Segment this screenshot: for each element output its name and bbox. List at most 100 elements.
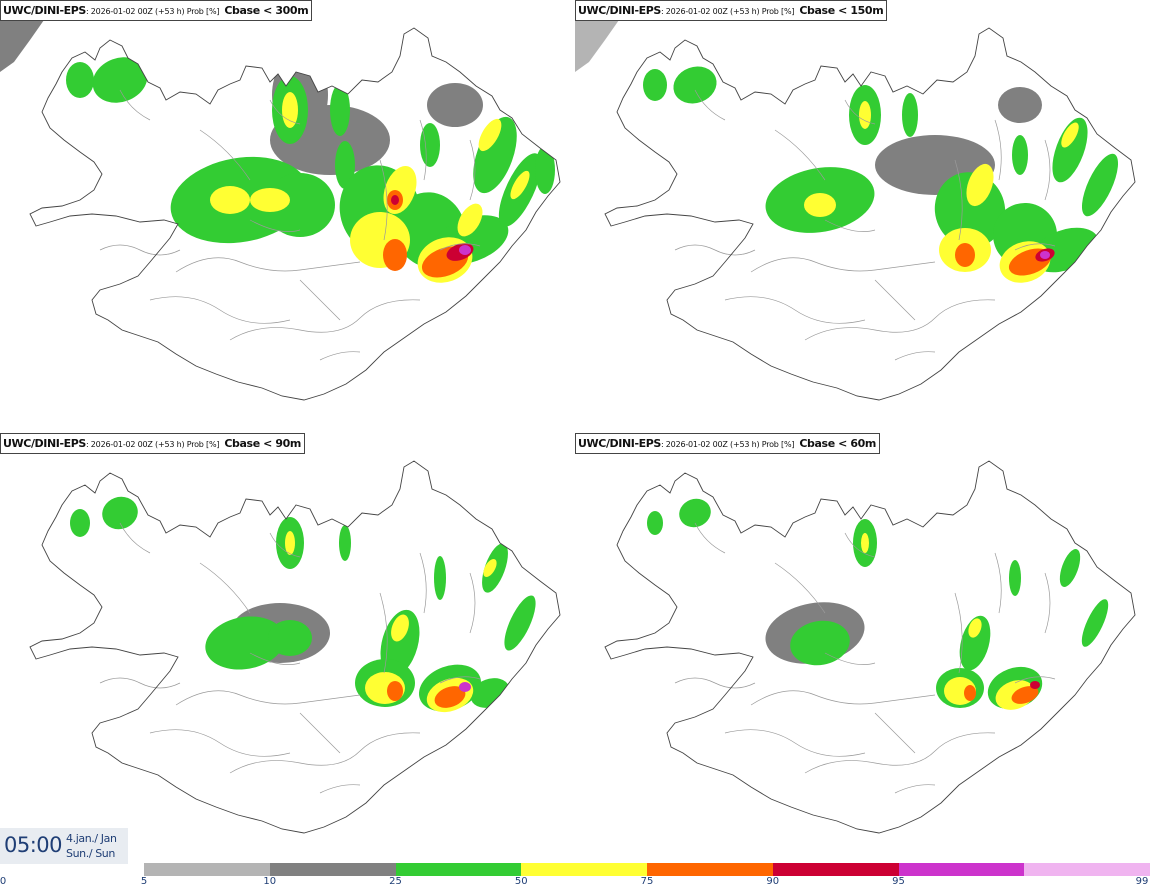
- boundary-line: [874, 712, 916, 754]
- probability-contour-green: [504, 595, 536, 651]
- boundary-line: [299, 279, 341, 321]
- model-name: UWC/DINI-EPS: [3, 437, 86, 450]
- probability-contour-yellow: [510, 170, 530, 200]
- probability-contour-yellow: [483, 558, 497, 578]
- map-panel-cbase-300m: UWC/DINI-EPS: 2026-01-02 00Z (+53 h) Pro…: [0, 0, 575, 430]
- probability-contour-green: [959, 615, 991, 671]
- valid-weekday: Sun./ Sun: [66, 847, 115, 860]
- valid-date: 4.jan./ Jan: [66, 832, 117, 845]
- probability-contour-green: [335, 141, 355, 189]
- boundary-line: [119, 89, 151, 121]
- iceland-map: [604, 460, 1136, 834]
- boundary-line: [249, 219, 301, 232]
- probability-contour-dark-gray: [427, 83, 483, 127]
- threshold-label: Cbase < 90m: [224, 437, 301, 450]
- probability-contour-green: [420, 123, 440, 167]
- boundary-line: [269, 532, 301, 558]
- colorbar-tick-label: 90: [766, 876, 780, 887]
- probability-contour-yellow: [285, 531, 295, 555]
- colorbar-segment-light-gray: [144, 863, 271, 876]
- boundary-line: [874, 279, 916, 321]
- boundary-line: [299, 712, 341, 754]
- boundary-line: [439, 243, 481, 251]
- probability-contour-orange: [387, 681, 403, 701]
- boundary-line: [419, 119, 427, 181]
- boundary-line: [379, 159, 388, 241]
- map-panel-cbase-60m: UWC/DINI-EPS: 2026-01-02 00Z (+53 h) Pro…: [575, 433, 1150, 863]
- colorbar-tick-label: 25: [389, 876, 402, 887]
- sea-probability-patch: [575, 12, 619, 72]
- probability-contour-green: [1012, 135, 1028, 175]
- boundary-line: [269, 99, 301, 125]
- district-boundaries: [99, 89, 481, 361]
- probability-contour-green: [1081, 153, 1119, 217]
- boundary-line: [750, 690, 936, 706]
- boundary-line: [99, 244, 181, 256]
- probability-contour-yellow: [210, 186, 250, 214]
- map-panel-cbase-90m: UWC/DINI-EPS: 2026-01-02 00Z (+53 h) Pro…: [0, 433, 575, 863]
- boundary-line: [1044, 572, 1051, 634]
- coastline: [29, 27, 561, 401]
- probability-field: [30, 28, 555, 283]
- probability-contour-green: [66, 62, 94, 98]
- probability-contour-magenta: [459, 245, 471, 255]
- threshold-label: Cbase < 150m: [799, 4, 884, 17]
- probability-contour-green: [643, 69, 667, 101]
- boundary-line: [175, 690, 361, 706]
- colorbar-segment-light-pink: [1024, 863, 1150, 876]
- probability-contour-green: [1081, 599, 1109, 647]
- boundary-line: [229, 299, 421, 341]
- run-info: : 2026-01-02 00Z (+53 h) Prob [%]: [85, 440, 220, 449]
- boundary-line: [249, 652, 301, 665]
- probability-contour-yellow: [478, 118, 502, 152]
- boundary-line: [175, 257, 361, 273]
- boundary-line: [824, 219, 876, 232]
- boundary-line: [1014, 243, 1056, 251]
- threshold-label: Cbase < 300m: [224, 4, 309, 17]
- probability-contour-green: [790, 620, 850, 666]
- colorbar-tick-label: 99: [1135, 876, 1149, 887]
- probability-contour-green: [265, 173, 335, 237]
- probability-contour-crimson: [391, 195, 399, 205]
- boundary-line: [1014, 676, 1056, 684]
- boundary-line: [119, 522, 151, 554]
- probability-contour-green: [434, 556, 446, 600]
- probability-contour-orange: [1011, 686, 1039, 704]
- boundary-line: [229, 732, 421, 774]
- boundary-line: [844, 99, 876, 125]
- land-fill: [605, 28, 1135, 400]
- boundary-line: [804, 732, 996, 774]
- boundary-line: [674, 244, 756, 256]
- boundary-line: [439, 676, 481, 684]
- boundary-line: [994, 119, 1002, 181]
- probability-contour-green: [339, 525, 351, 561]
- probability-contour-magenta: [1040, 251, 1050, 259]
- probability-colorbar: [144, 863, 1150, 876]
- boundary-line: [774, 562, 826, 614]
- probability-field: [70, 496, 536, 713]
- boundary-line: [894, 784, 936, 794]
- panel-header: UWC/DINI-EPS: 2026-01-02 00Z (+53 h) Pro…: [575, 0, 888, 21]
- colorbar-segment-crimson: [772, 863, 899, 876]
- probability-contour-yellow: [391, 614, 409, 642]
- probability-field: [647, 498, 1109, 710]
- probability-contour-yellow: [1061, 122, 1079, 148]
- iceland-map: [0, 12, 561, 401]
- sea-probability-patch: [0, 12, 44, 72]
- boundary-line: [1044, 139, 1051, 201]
- boundary-line: [379, 592, 388, 674]
- boundary-line: [894, 351, 936, 361]
- model-name: UWC/DINI-EPS: [578, 437, 661, 450]
- boundary-line: [724, 296, 866, 324]
- coastline: [604, 27, 1136, 401]
- iceland-map: [575, 12, 1136, 401]
- boundary-line: [99, 677, 181, 689]
- colorbar-tick-label: 95: [892, 876, 905, 887]
- boundary-line: [199, 562, 251, 614]
- probability-contour-crimson: [1030, 681, 1040, 689]
- probability-contour-yellow: [457, 203, 483, 237]
- threshold-label: Cbase < 60m: [799, 437, 876, 450]
- run-info: : 2026-01-02 00Z (+53 h) Prob [%]: [660, 440, 795, 449]
- run-info: : 2026-01-02 00Z (+53 h) Prob [%]: [660, 7, 795, 16]
- boundary-line: [149, 729, 291, 757]
